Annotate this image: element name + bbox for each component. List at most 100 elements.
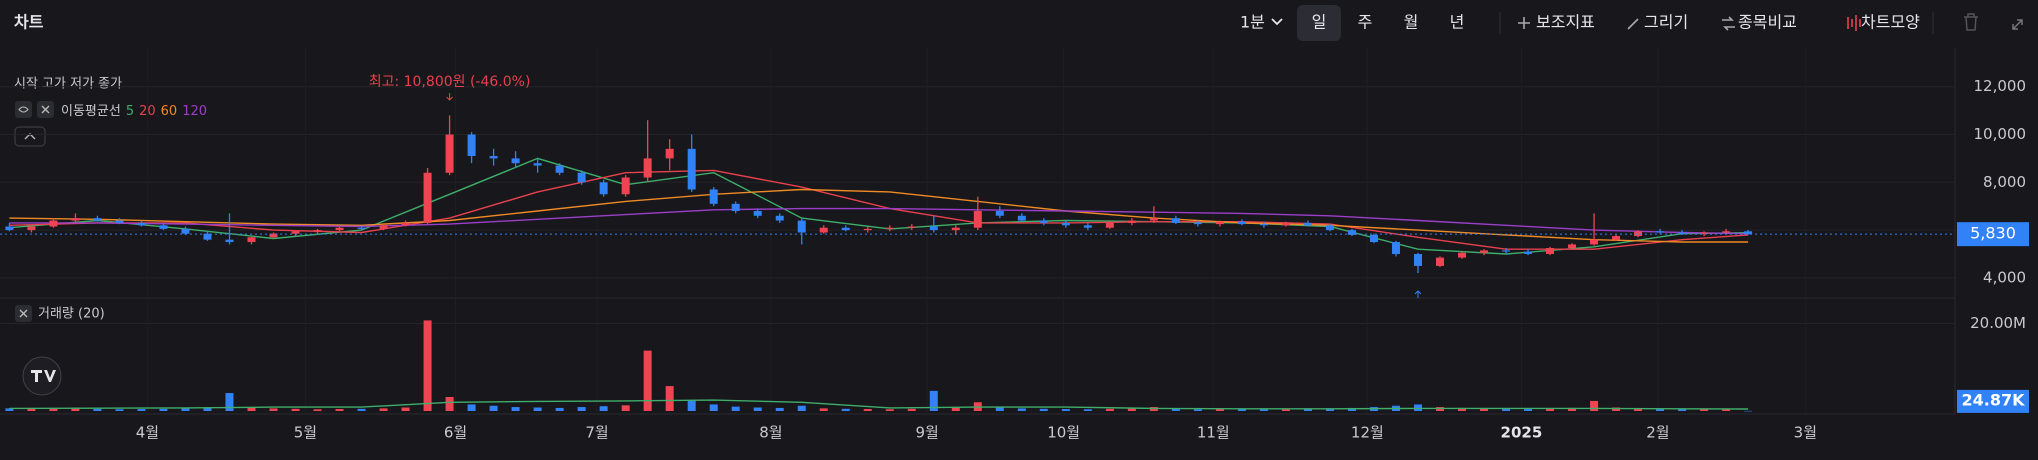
volume-bar (357, 408, 366, 411)
delete-icon[interactable] (1964, 13, 1978, 31)
volume-bar (1502, 408, 1511, 411)
candle-body (1039, 220, 1048, 223)
volume-bar (1700, 409, 1709, 411)
tool-button[interactable]: 그리기 (1644, 13, 1688, 32)
volume-bar (929, 390, 938, 411)
volume-bar (1546, 408, 1555, 411)
tool-button[interactable]: 차트모양 (1861, 13, 1920, 32)
interval-button[interactable]: 1분 (1240, 13, 1265, 32)
candle-body (533, 163, 542, 166)
candle-body (819, 227, 828, 233)
period-button[interactable]: 주 (1358, 13, 1373, 32)
volume-bar (203, 407, 212, 411)
volume-bar (225, 393, 234, 411)
low-arrow (1414, 290, 1422, 298)
ma-legend-item: 5 (126, 104, 134, 119)
candle-body (1722, 231, 1731, 233)
logo-mark (31, 370, 56, 382)
volume-bar (401, 407, 410, 411)
period-button[interactable]: 일 (1312, 13, 1327, 32)
volume-bar (1634, 408, 1643, 411)
candle-body (27, 226, 36, 231)
volume-legend: 거래량 (20) (38, 307, 105, 322)
candle-body (5, 226, 14, 231)
volume-bar (1656, 408, 1665, 411)
candle-body (665, 148, 674, 159)
volume-bar (1237, 409, 1246, 411)
candle-body (1590, 239, 1599, 245)
volume-bar (643, 350, 652, 411)
candle-body (1612, 236, 1621, 240)
candle-body (1127, 220, 1136, 223)
volume-bar (115, 409, 124, 411)
candle-body (335, 227, 344, 231)
candle-body (511, 158, 520, 164)
candle-body (489, 156, 498, 159)
volume-bar (1215, 409, 1224, 411)
candle-body (1171, 218, 1180, 223)
candle-body (225, 239, 234, 243)
candle-body (1502, 250, 1511, 252)
fullscreen-icon[interactable] (2012, 19, 2023, 30)
candle-body (1656, 231, 1665, 233)
candle-body (863, 228, 872, 231)
volume-bar (841, 408, 850, 411)
candle-body (1457, 252, 1466, 258)
candle-body (709, 189, 718, 204)
candle-body (1634, 231, 1643, 237)
candle-body (203, 233, 212, 240)
candle-body (731, 203, 740, 211)
x-tick-label: 7월 (585, 424, 608, 442)
volume-bar (1612, 407, 1621, 411)
candle-body (1568, 244, 1577, 249)
volume-bar (1457, 407, 1466, 411)
close-icon (41, 105, 50, 114)
candle-body (357, 227, 366, 229)
candle-body (1325, 225, 1334, 231)
volume-bar (379, 408, 388, 411)
candle-body (841, 227, 850, 231)
volume-bar (49, 407, 58, 411)
y-tick-label: 4,000 (1983, 268, 2026, 286)
candle-body (269, 233, 278, 238)
candle-body (313, 230, 322, 232)
selected-bg (1297, 5, 1341, 41)
candle-body (1700, 232, 1709, 234)
collapse-button[interactable] (14, 126, 46, 147)
candle-body (1413, 253, 1422, 266)
x-tick-label: 9월 (916, 424, 939, 442)
candle-body (797, 220, 806, 233)
period-button[interactable]: 년 (1450, 13, 1465, 32)
volume-bar (1744, 410, 1753, 412)
candle-body (995, 210, 1004, 216)
volume-bar (753, 407, 762, 411)
logo (22, 356, 62, 396)
volume-bar (665, 386, 674, 411)
tool-button[interactable]: 보조지표 (1536, 13, 1595, 32)
volume-bar (291, 408, 300, 411)
moving-average-line (9, 207, 1749, 235)
high-annotation: 최고: 10,800원 (-46.0%) (369, 74, 531, 90)
y-tick-label: 8,000 (1983, 173, 2026, 191)
candle-body (93, 218, 102, 221)
volume-bar (1480, 408, 1489, 411)
candle-body (1744, 231, 1753, 235)
period-button[interactable]: 월 (1404, 13, 1419, 32)
volume-bar (445, 397, 454, 411)
volume-bar (1347, 407, 1356, 411)
visibility-toggle[interactable] (15, 101, 32, 118)
candle-body (1259, 224, 1268, 226)
current-price-tag (1957, 222, 2029, 247)
ma-legend: 이동평균선 5 20 60 120 (61, 104, 207, 119)
candle-body (1105, 222, 1114, 228)
x-tick-label: 11월 (1197, 424, 1230, 442)
ma-title: 이동평균선 (61, 104, 121, 119)
high-arrow (446, 93, 453, 101)
volume-bar (1171, 408, 1180, 411)
volume-bar (599, 406, 608, 411)
tool-button[interactable]: 종목비교 (1738, 13, 1797, 32)
ma-legend-item: 120 (182, 104, 207, 119)
page-title: 차트 (14, 13, 44, 32)
tool-icon (1627, 18, 1639, 30)
volume-bar (1325, 408, 1334, 411)
